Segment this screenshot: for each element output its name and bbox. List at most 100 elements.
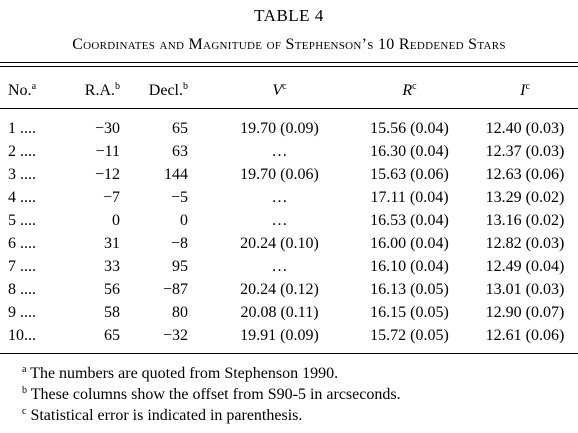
table-cell: 0 (180, 211, 188, 229)
table-row: 9 .... 58 80 20.08 (0.11) 16.15 (0.05) 12.90 … (0, 301, 578, 324)
header-note: a (31, 80, 37, 92)
footnote: a The numbers are quoted from Stephenson… (22, 364, 401, 385)
table-cell: … (271, 188, 288, 206)
table-cell: 12.40 (0.03) (485, 119, 565, 137)
table-cell: 20.24 (0.10) (240, 234, 319, 252)
header-text: I (520, 81, 526, 99)
table-body: 1 .... −30 65 19.70 (0.09) 15.56 (0.04) 12.40… (0, 109, 578, 354)
table-row: 4 .... −7 −5 … 17.11 (0.04) 13.29 (0.02) (0, 186, 578, 209)
footnote-text: These columns show the offset from S90-5… (30, 386, 401, 403)
header-note: c (282, 80, 287, 92)
table-cell: 12.61 (0.06) (472, 324, 578, 354)
header-cell: No.a (0, 72, 72, 109)
table-cell: 16.53 (0.04) (370, 211, 449, 229)
table-cell: 2 .... (8, 142, 36, 160)
table-row: 5 .... 0 0 … 16.53 (0.04) 13.16 (0.02) (0, 209, 578, 232)
table-cell: −8 (170, 234, 188, 252)
table-cell: −5 (170, 188, 188, 206)
footnote-text: The numbers are quoted from Stephenson 1… (30, 365, 339, 382)
table-cell: 16.13 (0.05) (370, 280, 449, 298)
table-cell: 16.30 (0.04) (370, 142, 449, 160)
header-note: c (412, 80, 417, 92)
footnote-text: Statistical error is indicated in parent… (30, 407, 303, 424)
table-cell: −12 (94, 165, 120, 183)
table-row: 10... 65 −32 19.91 (0.09) 15.72 (0.05) 12.61 … (0, 324, 578, 354)
header-cell: Rc (347, 72, 472, 109)
table-label: TABLE 4 (254, 6, 324, 25)
table-cell: 20.24 (0.12) (240, 280, 319, 298)
table-cell: 0 (112, 211, 120, 229)
table-cell: 12.90 (0.07) (485, 303, 565, 321)
table-caption: Coordinates and Magnitude of Stephenson’… (72, 36, 506, 53)
header-cell: Decl.b (134, 72, 212, 109)
table-cell: 19.91 (0.09) (212, 324, 347, 354)
table-cell: 6 .... (8, 234, 36, 252)
table-cell: 31 (104, 234, 120, 252)
table-cell: −7 (102, 188, 120, 206)
table-cell: 65 (172, 119, 188, 137)
header-cell: R.A.b (72, 72, 134, 109)
footnote: c Statistical error is indicated in pare… (22, 406, 401, 427)
table-cell: 58 (104, 303, 120, 321)
header-cell: Ic (472, 72, 578, 109)
table-cell: 9 .... (8, 303, 36, 321)
header-text: R.A. (84, 81, 115, 99)
table-cell: 3 .... (8, 165, 36, 183)
table-cell: 13.29 (0.02) (485, 188, 565, 206)
header-text: No. (8, 81, 32, 99)
table-cell: 17.11 (0.04) (370, 188, 449, 206)
table-cell: … (271, 211, 288, 229)
table-cell: 65 (72, 324, 134, 354)
table-cell: 12.82 (0.03) (485, 234, 565, 252)
footnote: b These columns show the offset from S90… (22, 385, 401, 406)
table-cell: 5 .... (8, 211, 36, 229)
table-cell: 63 (172, 142, 188, 160)
table-cell: 33 (104, 257, 120, 275)
table-cell: 16.10 (0.04) (370, 257, 449, 275)
header-note: b (115, 80, 120, 92)
footnote-mark: a (22, 364, 27, 375)
table-cell: 20.08 (0.11) (240, 303, 319, 321)
header-row: No.a R.A.b Decl.b Vc Rc Ic (0, 72, 578, 109)
table-cell: 1 .... (8, 119, 36, 137)
table-cell: 12.63 (0.06) (485, 165, 565, 183)
table-cell: 19.70 (0.09) (240, 119, 319, 137)
header-note: b (183, 80, 188, 92)
footnote-mark: c (22, 406, 27, 417)
table-cell: −11 (95, 142, 120, 160)
table-cell: 56 (104, 280, 120, 298)
table-row: 1 .... −30 65 19.70 (0.09) 15.56 (0.04) 12.40… (0, 109, 578, 141)
footnotes: a The numbers are quoted from Stephenson… (22, 364, 401, 427)
table-cell: 80 (172, 303, 188, 321)
table-cell: … (271, 142, 288, 160)
table-cell: 8 .... (8, 280, 36, 298)
table-cell: 16.00 (0.04) (370, 234, 449, 252)
table-cell: −87 (162, 280, 188, 298)
table-cell: 19.70 (0.06) (240, 165, 319, 183)
top-rule (0, 62, 578, 67)
table-cell: 95 (172, 257, 188, 275)
table-cell: 144 (164, 165, 188, 183)
table-cell: 13.01 (0.03) (485, 280, 565, 298)
header-text: Decl. (148, 81, 183, 99)
table-cell: 7 .... (8, 257, 36, 275)
footnote-mark: b (22, 385, 27, 396)
header-note: c (525, 80, 530, 92)
table-row: 7 .... 33 95 … 16.10 (0.04) 12.49 (0.04) (0, 255, 578, 278)
table-cell: −30 (94, 119, 120, 137)
table-row: 8 .... 56 −87 20.24 (0.12) 16.13 (0.05) 13.01… (0, 278, 578, 301)
table-row: 3 .... −12 144 19.70 (0.06) 15.63 (0.06) 12.6… (0, 163, 578, 186)
table-row: 2 .... −11 63 … 16.30 (0.04) 12.37 (0.03) (0, 140, 578, 163)
data-table: No.a R.A.b Decl.b Vc Rc Ic 1 .... −30 65 19.70 (… (0, 72, 578, 354)
header-text: V (272, 81, 283, 99)
table-cell: 16.15 (0.05) (370, 303, 449, 321)
table-cell: 13.16 (0.02) (485, 211, 565, 229)
table-cell: −32 (134, 324, 212, 354)
table-cell: 15.72 (0.05) (347, 324, 472, 354)
table-cell: 12.49 (0.04) (485, 257, 565, 275)
table-cell: 15.56 (0.04) (370, 119, 449, 137)
table-cell: … (271, 257, 288, 275)
header-text: R (402, 81, 413, 99)
table-cell: 15.63 (0.06) (370, 165, 449, 183)
